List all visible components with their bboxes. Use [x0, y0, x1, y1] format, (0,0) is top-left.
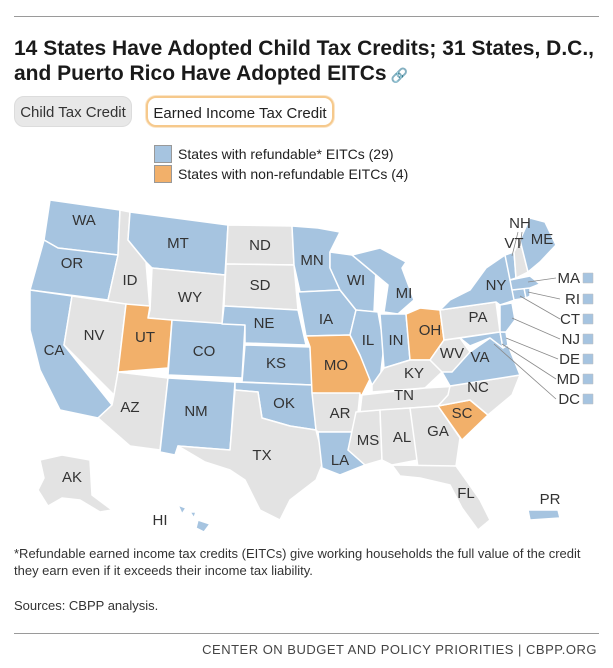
label-MS: MS	[357, 432, 380, 449]
label-MA: MA	[558, 270, 581, 287]
state-MI[interactable]	[351, 247, 415, 315]
label-IA: IA	[319, 311, 333, 328]
label-WY: WY	[178, 289, 202, 306]
legend-item-refundable: States with refundable* EITCs (29)	[154, 144, 394, 164]
state-HI[interactable]	[177, 504, 211, 533]
label-ID: ID	[123, 272, 138, 289]
square-DC[interactable]	[582, 393, 594, 405]
label-PA: PA	[469, 309, 488, 326]
legend-swatch-nonrefundable	[154, 165, 172, 183]
label-OH: OH	[419, 322, 442, 339]
label-CO: CO	[193, 343, 216, 360]
label-VA: VA	[471, 349, 490, 366]
square-RI[interactable]	[582, 293, 594, 305]
label-KS: KS	[266, 355, 286, 372]
label-KY: KY	[404, 365, 424, 382]
footnote: *Refundable earned income tax credits (E…	[14, 546, 581, 578]
state-ME[interactable]	[519, 217, 557, 273]
square-MA[interactable]	[582, 272, 594, 284]
bottom-rule	[14, 633, 599, 634]
label-NC: NC	[467, 379, 489, 396]
label-AZ: AZ	[120, 399, 139, 416]
label-MI: MI	[396, 285, 413, 302]
state-AL[interactable]	[379, 407, 419, 466]
legend-item-nonrefundable: States with non-refundable EITCs (4)	[154, 164, 408, 184]
label-LA: LA	[331, 452, 349, 469]
label-NE: NE	[254, 315, 275, 332]
footer-credit: CENTER ON BUDGET AND POLICY PRIORITIES |…	[202, 642, 597, 657]
label-GA: GA	[427, 423, 449, 440]
tab-child-tax-credit[interactable]: Child Tax Credit	[14, 96, 132, 127]
state-NY[interactable]	[439, 254, 516, 311]
legend-label-nonrefundable: States with non-refundable EITCs (4)	[178, 166, 409, 182]
sources: Sources: CBPP analysis.	[14, 598, 159, 613]
label-ME: ME	[531, 231, 554, 248]
label-TN: TN	[394, 387, 414, 404]
state-TX[interactable]	[177, 389, 325, 521]
state-NJ[interactable]	[499, 302, 516, 333]
label-ND: ND	[249, 237, 271, 254]
label-WI: WI	[347, 272, 365, 289]
label-IL: IL	[362, 332, 375, 349]
page-title: 14 States Have Adopted Child Tax Credits…	[14, 36, 599, 88]
label-AK: AK	[62, 469, 82, 486]
label-FL: FL	[457, 485, 475, 502]
label-MT: MT	[167, 235, 189, 252]
label-TX: TX	[252, 447, 271, 464]
legend-label-refundable: States with refundable* EITCs (29)	[178, 146, 394, 162]
state-PR[interactable]	[527, 509, 561, 521]
label-CA: CA	[44, 342, 65, 359]
label-NV: NV	[84, 327, 105, 344]
state-NE[interactable]	[221, 305, 307, 346]
square-CT[interactable]	[582, 313, 594, 325]
label-OK: OK	[273, 395, 295, 412]
label-NH: NH	[509, 215, 531, 232]
label-AL: AL	[393, 429, 411, 446]
square-NJ[interactable]	[582, 333, 594, 345]
label-NJ: NJ	[562, 331, 580, 348]
label-HI: HI	[153, 512, 168, 529]
label-PR: PR	[540, 491, 561, 508]
tab-earned-income-tax-credit[interactable]: Earned Income Tax Credit	[146, 96, 334, 127]
label-DC: DC	[558, 391, 580, 408]
label-NM: NM	[184, 403, 207, 420]
label-MN: MN	[300, 252, 323, 269]
leader-lines	[493, 231, 561, 400]
label-WV: WV	[440, 345, 464, 362]
label-UT: UT	[135, 329, 155, 346]
legend-swatch-refundable	[154, 145, 172, 163]
label-WA: WA	[72, 212, 96, 229]
label-OR: OR	[61, 255, 84, 272]
label-SC: SC	[452, 405, 473, 422]
label-NY: NY	[486, 277, 507, 294]
state-GA[interactable]	[409, 405, 461, 469]
link-icon[interactable]: 🔗	[390, 67, 409, 83]
top-rule	[14, 16, 599, 17]
label-IN: IN	[389, 332, 404, 349]
state-MS[interactable]	[347, 409, 383, 466]
state-FL[interactable]	[391, 464, 491, 531]
title-text: 14 States Have Adopted Child Tax Credits…	[14, 37, 594, 85]
us-eitc-map: WA OR CA ID NV MT WY UT AZ CO NM ND SD N…	[29, 199, 594, 533]
label-MO: MO	[324, 357, 348, 374]
label-SD: SD	[250, 277, 271, 294]
label-CT: CT	[560, 311, 580, 328]
label-AR: AR	[330, 405, 351, 422]
label-MD: MD	[557, 371, 580, 388]
square-MD[interactable]	[582, 373, 594, 385]
state-AK[interactable]	[37, 454, 113, 513]
square-DE[interactable]	[582, 353, 594, 365]
label-RI: RI	[565, 291, 580, 308]
state-MA[interactable]	[509, 275, 541, 291]
state-MD[interactable]	[459, 331, 504, 349]
label-DE: DE	[559, 351, 580, 368]
label-VT: VT	[504, 235, 523, 252]
